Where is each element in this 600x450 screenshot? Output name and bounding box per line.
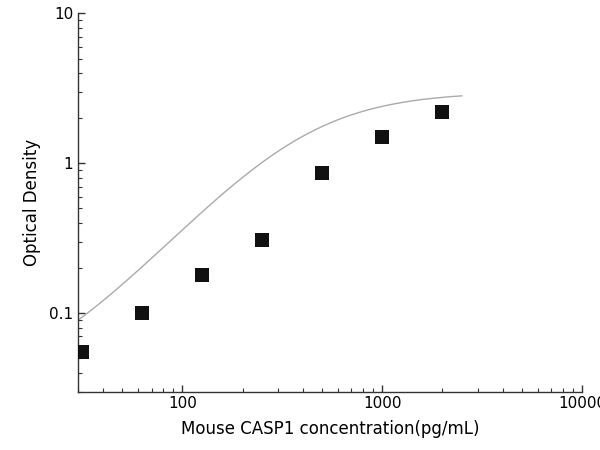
Point [437,108,447,116]
Point [317,170,327,177]
Point [257,236,267,243]
Point [197,271,206,279]
Point [377,133,387,140]
X-axis label: Mouse CASP1 concentration(pg/mL): Mouse CASP1 concentration(pg/mL) [181,420,479,438]
Point [137,309,146,316]
Y-axis label: Optical Density: Optical Density [23,139,41,266]
Point [77,348,86,356]
